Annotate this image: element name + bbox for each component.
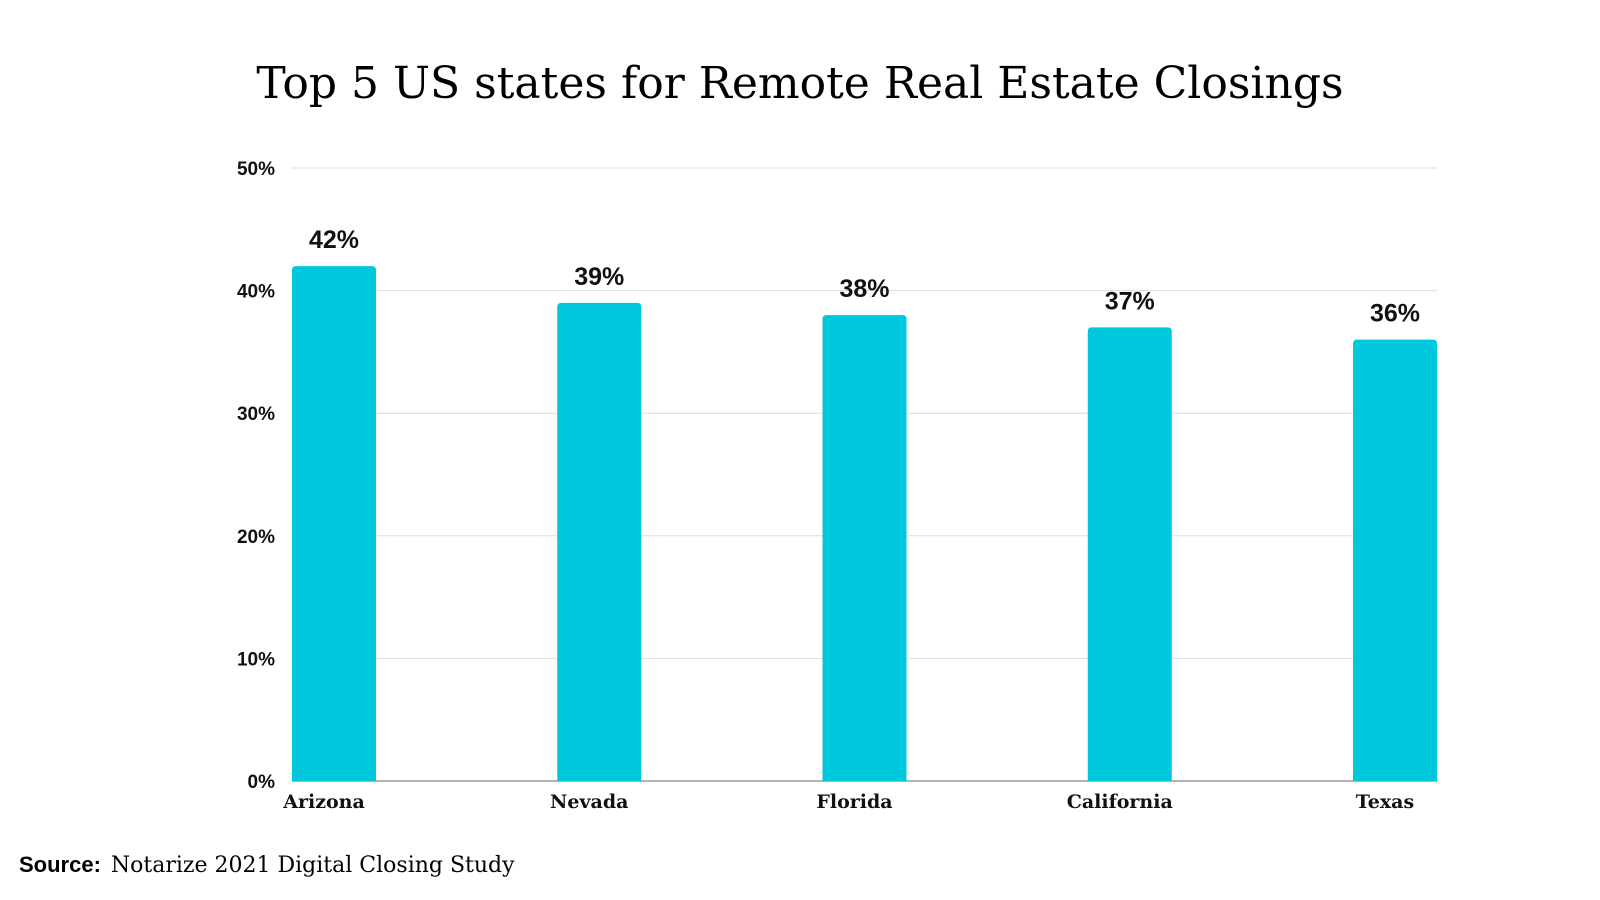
x-axis-tick-labels: Arizona Nevada Florida California Texas <box>282 791 1414 813</box>
y-tick-label: 30% <box>237 404 275 425</box>
data-label: 36% <box>1370 300 1420 328</box>
y-tick-label: 10% <box>237 649 275 670</box>
y-axis-tick-labels: 0% 10% 20% 30% 40% 50% <box>237 159 275 793</box>
bar-texas <box>1353 339 1437 781</box>
y-tick-label: 50% <box>237 159 275 180</box>
x-tick-label: Florida <box>816 791 892 813</box>
x-tick-label: Nevada <box>550 791 628 813</box>
data-label: 38% <box>839 275 889 303</box>
data-labels: 42% 39% 38% 37% 36% <box>309 226 1420 328</box>
data-label: 37% <box>1105 287 1155 315</box>
bars <box>292 266 1437 782</box>
chart-title: Top 5 US states for Remote Real Estate C… <box>256 58 1344 109</box>
data-label: 39% <box>574 263 624 291</box>
data-label: 42% <box>309 226 359 254</box>
source-label: Source: <box>19 852 101 877</box>
x-tick-label: Arizona <box>282 791 365 813</box>
x-tick-label: California <box>1067 791 1173 813</box>
y-tick-label: 20% <box>237 527 275 548</box>
bar-nevada <box>557 302 642 781</box>
source-note: Source: Notarize 2021 Digital Closing Stu… <box>19 852 515 878</box>
y-tick-label: 40% <box>237 282 275 303</box>
y-tick-label: 0% <box>248 772 276 793</box>
x-tick-label: Texas <box>1356 791 1414 813</box>
bar-california <box>1087 327 1172 781</box>
bar-arizona <box>292 266 376 782</box>
bar-florida <box>822 315 907 781</box>
source-text: Notarize 2021 Digital Closing Study <box>110 853 515 878</box>
